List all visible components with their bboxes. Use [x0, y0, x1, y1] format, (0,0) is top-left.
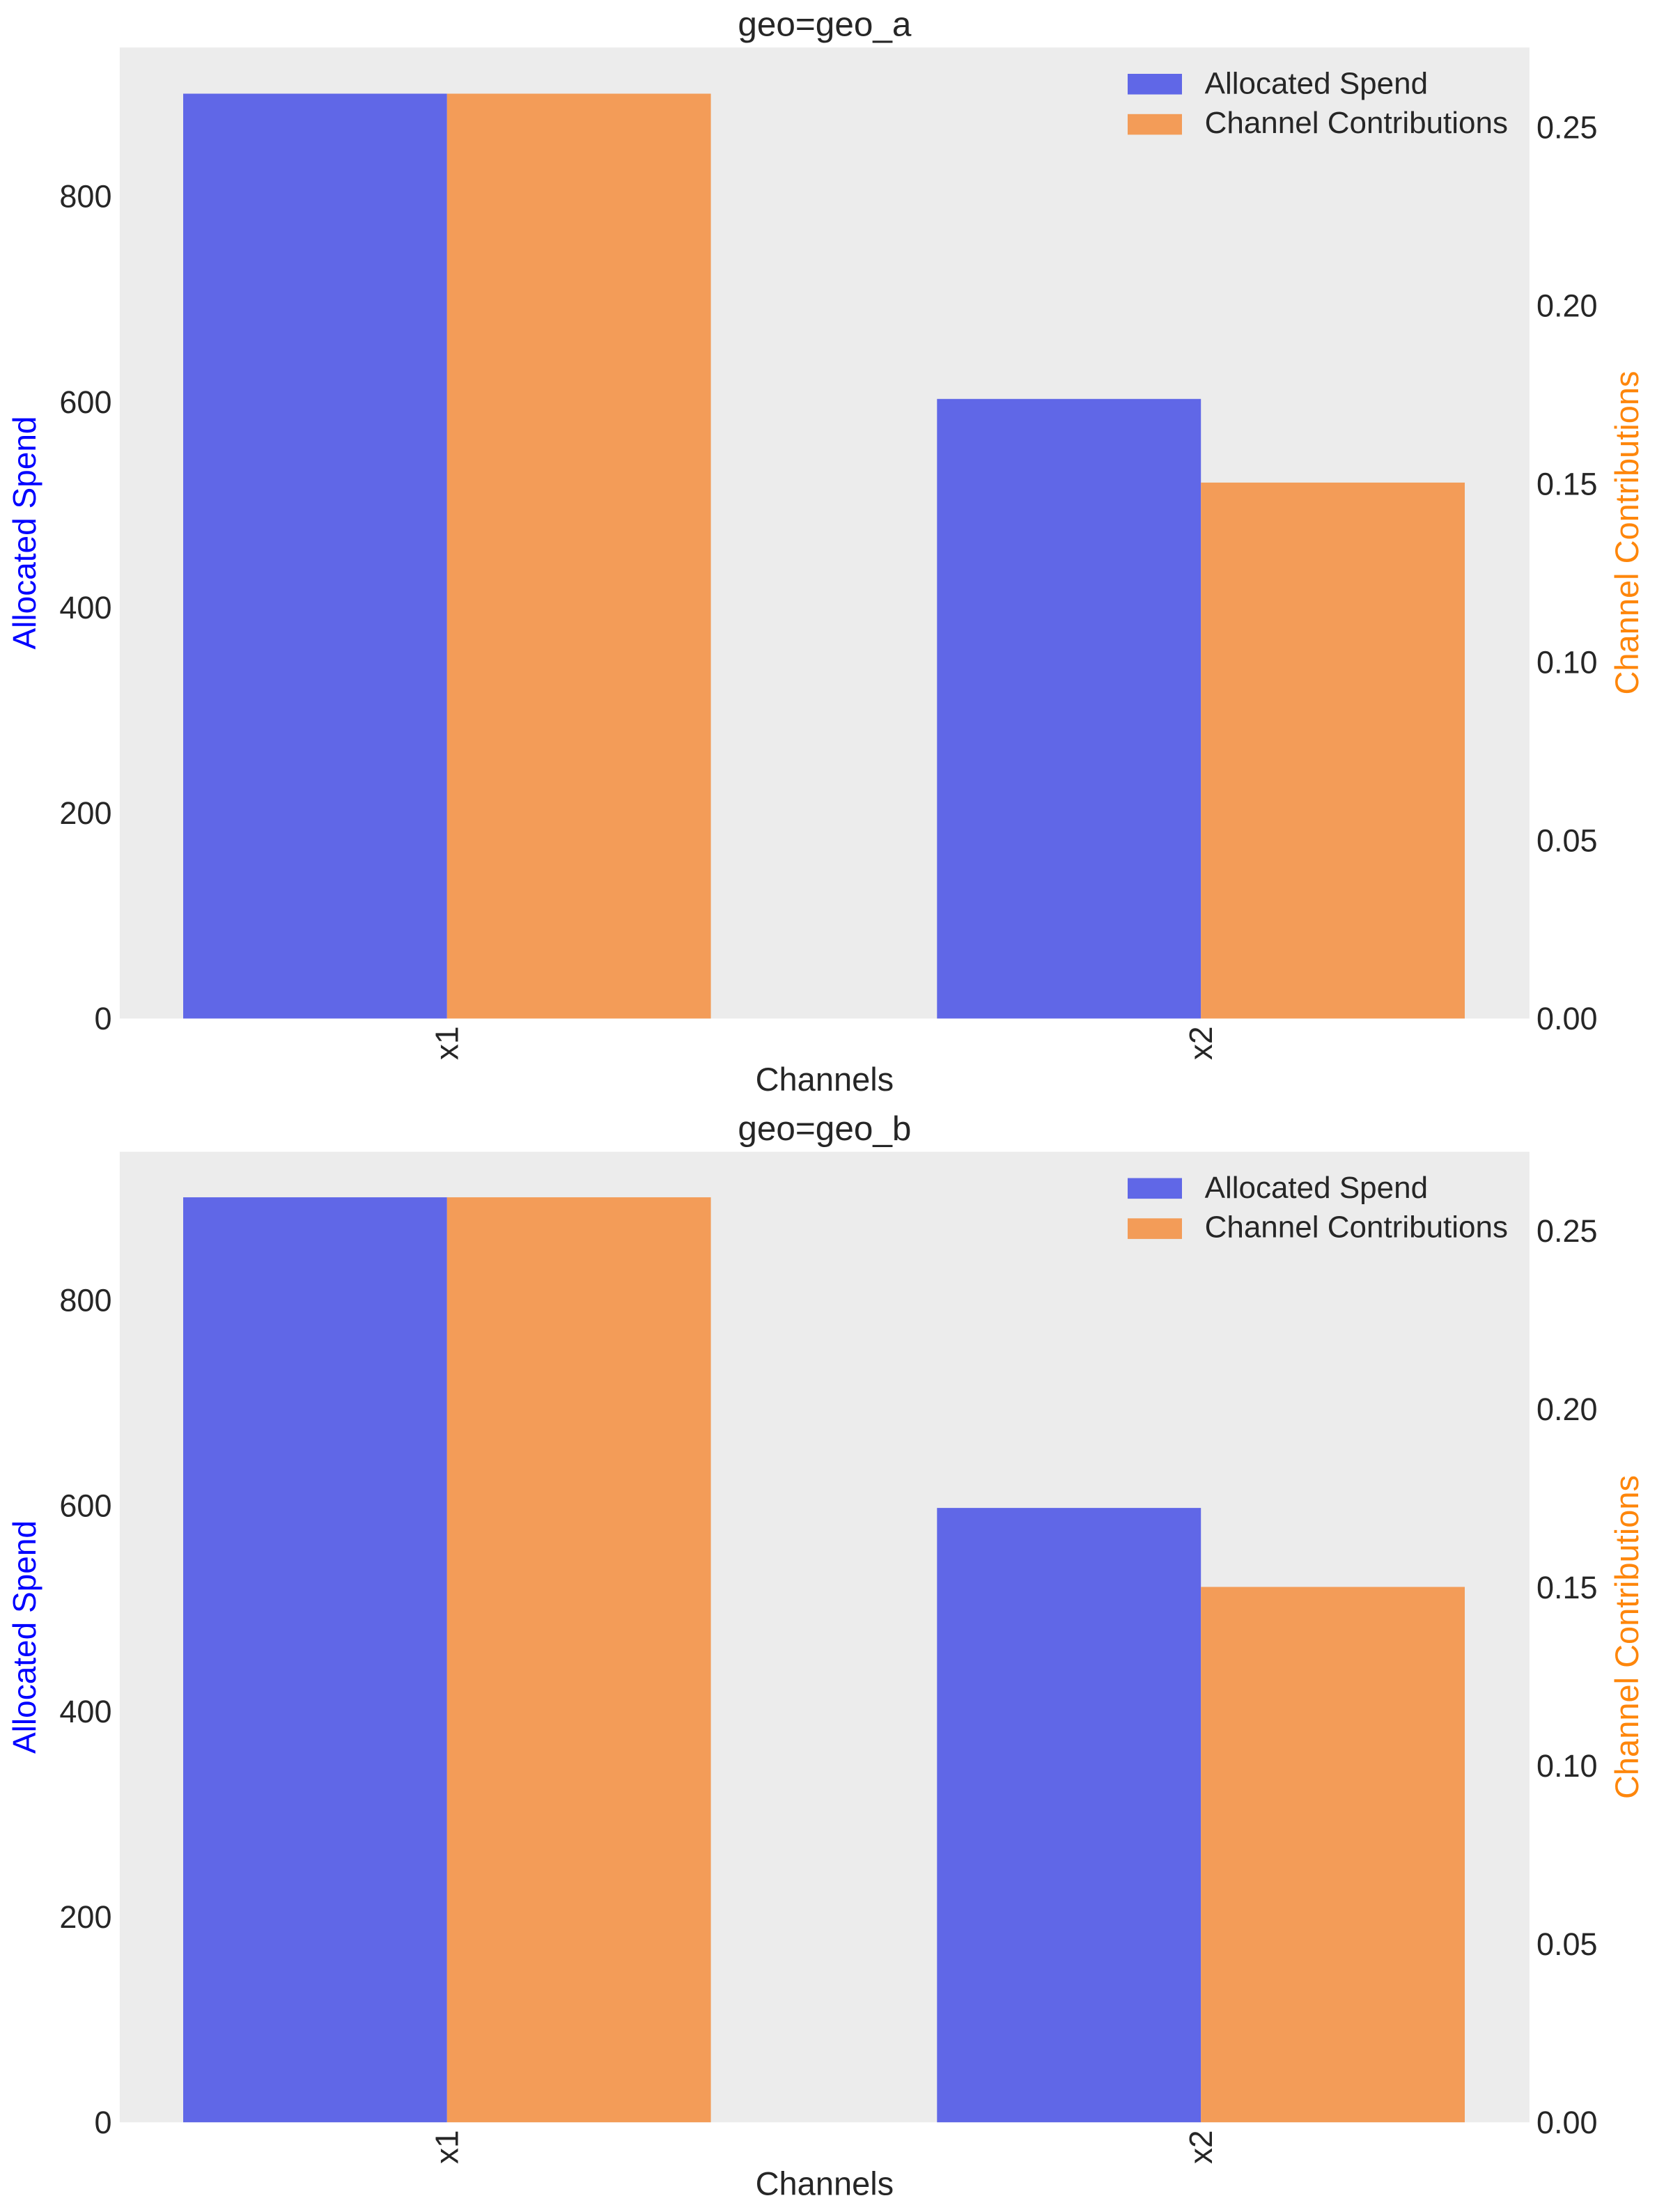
svg-text:Channels: Channels	[756, 2165, 894, 2202]
svg-text:geo=geo_b: geo=geo_b	[738, 1109, 911, 1148]
svg-text:Channel Contributions: Channel Contributions	[1608, 371, 1645, 694]
svg-text:600: 600	[59, 1488, 111, 1524]
svg-text:Channels: Channels	[756, 1061, 894, 1098]
svg-text:0.15: 0.15	[1537, 466, 1598, 501]
svg-text:0.05: 0.05	[1537, 1926, 1598, 1962]
svg-text:0.25: 0.25	[1537, 109, 1598, 145]
svg-text:800: 800	[59, 1283, 111, 1318]
svg-text:200: 200	[59, 795, 111, 831]
svg-text:0: 0	[94, 1001, 111, 1036]
svg-text:x2: x2	[1183, 2130, 1219, 2164]
svg-text:600: 600	[59, 384, 111, 420]
svg-text:geo=geo_a: geo=geo_a	[738, 6, 912, 44]
svg-text:0.00: 0.00	[1537, 1001, 1598, 1036]
svg-text:0.10: 0.10	[1537, 644, 1598, 680]
svg-text:x1: x1	[429, 1026, 465, 1060]
svg-text:400: 400	[59, 590, 111, 625]
svg-text:0.15: 0.15	[1537, 1570, 1598, 1605]
svg-text:x1: x1	[429, 2130, 465, 2164]
svg-text:Allocated Spend: Allocated Spend	[6, 416, 42, 649]
svg-text:0.10: 0.10	[1537, 1748, 1598, 1784]
svg-text:x2: x2	[1183, 1026, 1219, 1060]
svg-text:Allocated Spend: Allocated Spend	[6, 1520, 42, 1754]
svg-text:Channel Contributions: Channel Contributions	[1608, 1475, 1645, 1799]
svg-text:Allocated Spend: Allocated Spend	[1205, 1171, 1428, 1205]
svg-text:0.20: 0.20	[1537, 288, 1598, 323]
svg-text:0.00: 0.00	[1537, 2105, 1598, 2140]
svg-text:0.05: 0.05	[1537, 823, 1598, 858]
svg-text:200: 200	[59, 1899, 111, 1935]
svg-text:400: 400	[59, 1694, 111, 1729]
svg-text:0.20: 0.20	[1537, 1392, 1598, 1427]
svg-text:0.25: 0.25	[1537, 1213, 1598, 1249]
svg-text:800: 800	[59, 179, 111, 215]
svg-text:Channel Contributions: Channel Contributions	[1205, 106, 1508, 140]
svg-text:Allocated Spend: Allocated Spend	[1205, 66, 1428, 100]
svg-text:Channel Contributions: Channel Contributions	[1205, 1210, 1508, 1245]
svg-text:0: 0	[94, 2105, 111, 2140]
